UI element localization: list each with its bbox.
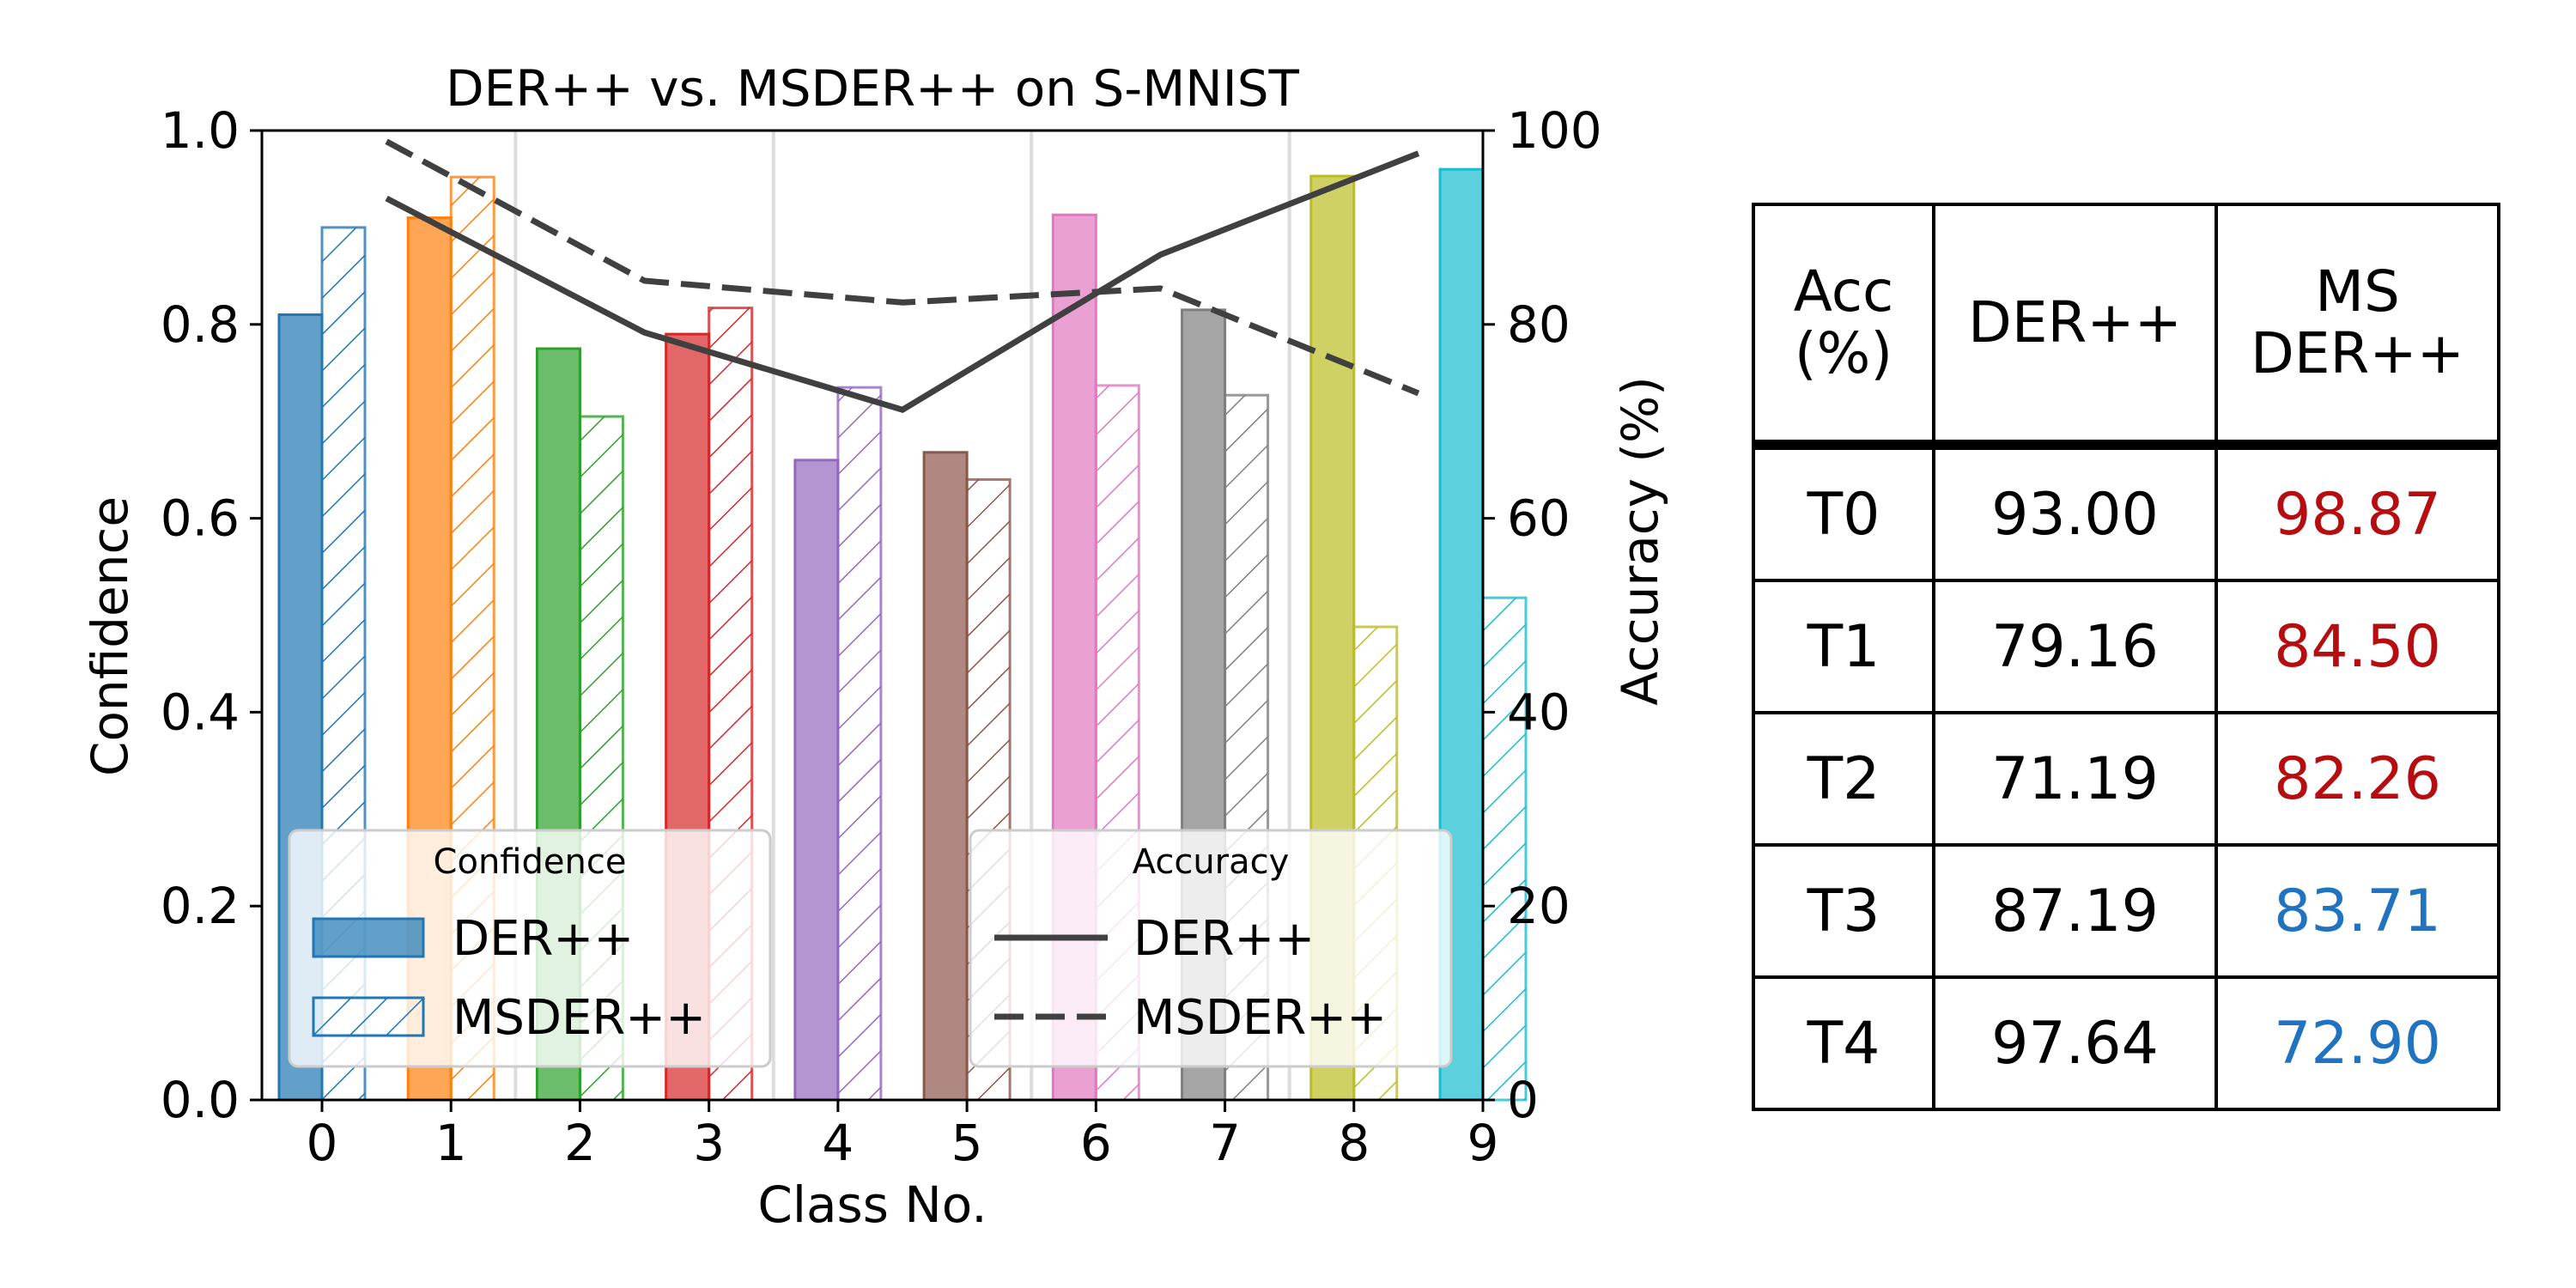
table-header-cell: DER++ [1932, 203, 2218, 450]
table-header-cell: MS DER++ [2215, 203, 2500, 450]
plot-frame [260, 129, 1485, 1102]
table-cell-msder: 82.26 [2215, 711, 2500, 847]
table-cell-der: 71.19 [1932, 711, 2218, 847]
table-row: T0 93.00 98.87 [1752, 443, 2500, 582]
y-tick-label: 1.0 [161, 101, 240, 160]
y2-tick-label: 0 [1507, 1071, 1539, 1129]
x-tick-label: 1 [435, 1114, 467, 1172]
y2-tick-label: 80 [1507, 295, 1571, 354]
legend-title: Confidence [434, 842, 627, 882]
y-tick-label: 0.6 [161, 489, 240, 548]
x-tick-label: 4 [822, 1114, 854, 1172]
bar-msder [836, 386, 883, 1102]
x-tick-label: 3 [693, 1114, 725, 1172]
legend-title: Accuracy [1133, 842, 1290, 882]
x-tick-label: 2 [564, 1114, 596, 1172]
table-cell-der: 93.00 [1932, 443, 2218, 582]
table-cell-task: T2 [1752, 711, 1935, 847]
y2-tick-label: 20 [1507, 877, 1571, 935]
table-cell-task: T1 [1752, 579, 1935, 714]
table-cell-msder: 98.87 [2215, 443, 2500, 582]
table-cell-task: T4 [1752, 975, 1935, 1111]
x-tick-label: 9 [1467, 1114, 1499, 1172]
accuracy-legend: Accuracy DER++ MSDER++ [969, 829, 1453, 1068]
y2-tick-label: 40 [1507, 683, 1571, 741]
table-row: T4 97.64 72.90 [1752, 975, 2500, 1111]
accuracy-line-msder [385, 138, 1420, 397]
bar-der [793, 459, 840, 1102]
table-cell-msder: 84.50 [2215, 579, 2500, 714]
legend-swatch-msder [312, 996, 425, 1037]
table-header-row: Acc (%) DER++ MS DER++ [1752, 203, 2500, 450]
table-cell-task: T3 [1752, 843, 1935, 979]
accuracy-table: Acc (%) DER++ MS DER++ T0 93.00 98.87 T1 79.… [1752, 203, 2500, 1111]
confidence-accuracy-chart: DER++ vs. MSDER++ on S-MNIST 0 1 2 3 4 5 6 7 8 90… [81, 59, 1669, 1234]
table-cell-task: T0 [1752, 443, 1935, 582]
y-tick-label: 0.2 [161, 877, 240, 935]
table-cell-msder: 72.90 [2215, 975, 2500, 1111]
table-cell-der: 97.64 [1932, 975, 2218, 1111]
y2-tick-label: 60 [1507, 489, 1571, 548]
y-tick-label: 0.8 [161, 295, 240, 354]
legend-label: DER++ [1133, 911, 1315, 967]
table-cell-der: 87.19 [1932, 843, 2218, 979]
x-tick-label: 6 [1080, 1114, 1112, 1172]
x-tick-label: 8 [1338, 1114, 1370, 1172]
legend-swatch-der [312, 917, 425, 958]
x-tick-label: 5 [951, 1114, 983, 1172]
legend-box [969, 829, 1453, 1068]
y2-tick-label: 100 [1507, 101, 1602, 160]
y-tick-label: 0.0 [161, 1071, 240, 1129]
x-tick-label: 7 [1209, 1114, 1241, 1172]
table-row: T2 71.19 82.26 [1752, 711, 2500, 847]
legend-label: MSDER++ [1133, 990, 1387, 1046]
legend-label: MSDER++ [453, 990, 706, 1046]
bar-msder [1481, 596, 1528, 1102]
x-axis-label: Class No. [757, 1176, 987, 1234]
confidence-legend: Confidence DER++ MSDER++ [288, 829, 772, 1068]
y2-axis-label: Accuracy (%) [1611, 376, 1669, 706]
y-axis-label: Confidence [81, 496, 139, 776]
bar-der [922, 451, 969, 1102]
table-row: T3 87.19 83.71 [1752, 843, 2500, 979]
y-tick-label: 0.4 [161, 683, 240, 741]
x-tick-label: 0 [307, 1114, 338, 1172]
chart-title: DER++ vs. MSDER++ on S-MNIST [446, 59, 1300, 118]
table-header-cell: Acc (%) [1752, 203, 1935, 450]
table-row: T1 79.16 84.50 [1752, 579, 2500, 714]
table-cell-der: 79.16 [1932, 579, 2218, 714]
table-cell-msder: 83.71 [2215, 843, 2500, 979]
legend-label: DER++ [453, 911, 634, 967]
accuracy-line-der [385, 150, 1420, 414]
